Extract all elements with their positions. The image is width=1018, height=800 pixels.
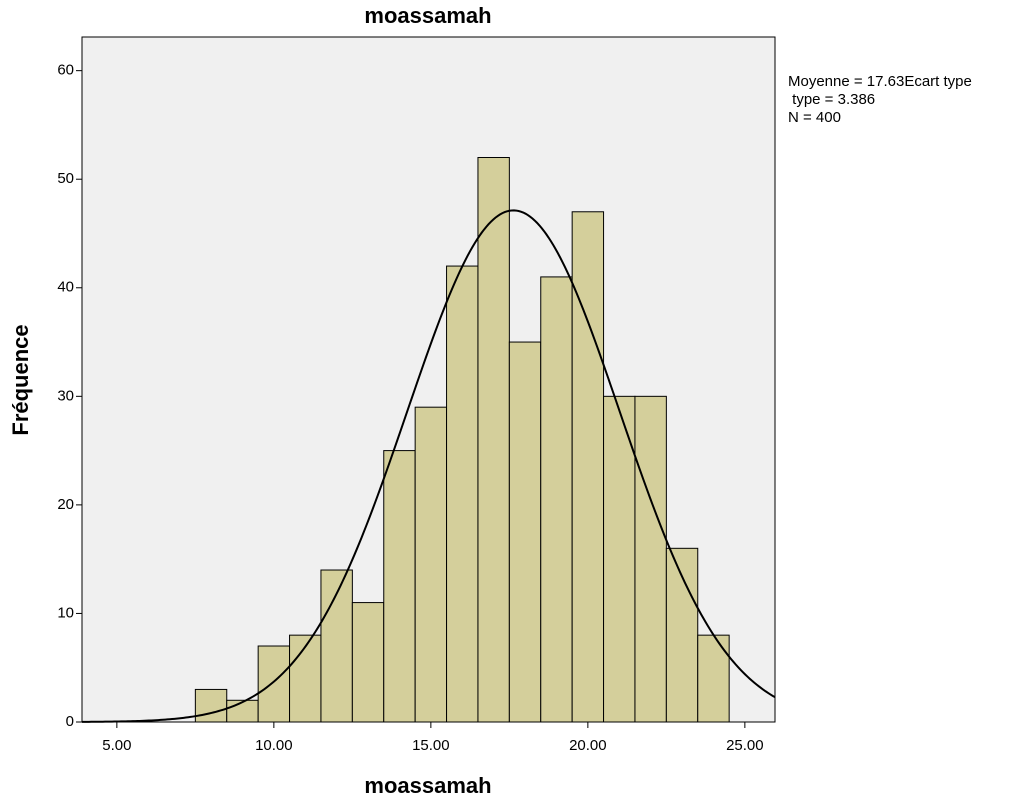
y-axis-label: Fréquence [8, 324, 33, 435]
normal-curve [81, 209, 776, 723]
bar [446, 265, 479, 723]
x-axis-label: moassamah [364, 773, 491, 798]
bar [351, 602, 385, 723]
y-tick-label: 0 [66, 713, 74, 730]
bar [634, 395, 667, 723]
y-tick-label: 20 [57, 496, 74, 513]
x-tick-label: 20.00 [569, 737, 607, 754]
y-tick-label: 60 [57, 62, 74, 79]
y-tick-label: 10 [57, 604, 74, 621]
annotation: type = 3.386 [788, 91, 875, 108]
bar [540, 276, 573, 723]
bar [257, 645, 291, 723]
bar [194, 688, 228, 723]
x-tick-label: 15.00 [412, 737, 450, 754]
x-tick-label: 5.00 [102, 737, 131, 754]
chart-title: moassamah [364, 3, 491, 28]
y-tick-label: 50 [57, 170, 74, 187]
annotation: Moyenne = 17.63Ecart type [788, 73, 972, 90]
y-tick-label: 30 [57, 387, 74, 404]
bar [289, 634, 322, 723]
bar [477, 156, 510, 723]
y-tick-label: 40 [57, 279, 74, 296]
bar [603, 395, 636, 723]
bar [414, 406, 448, 723]
bar [571, 211, 605, 723]
x-tick-label: 25.00 [726, 737, 764, 754]
x-tick-label: 10.00 [255, 737, 293, 754]
bar [226, 699, 259, 723]
bar [697, 634, 730, 723]
bar [383, 450, 416, 723]
annotation: N = 400 [788, 109, 841, 126]
bar [508, 341, 542, 723]
